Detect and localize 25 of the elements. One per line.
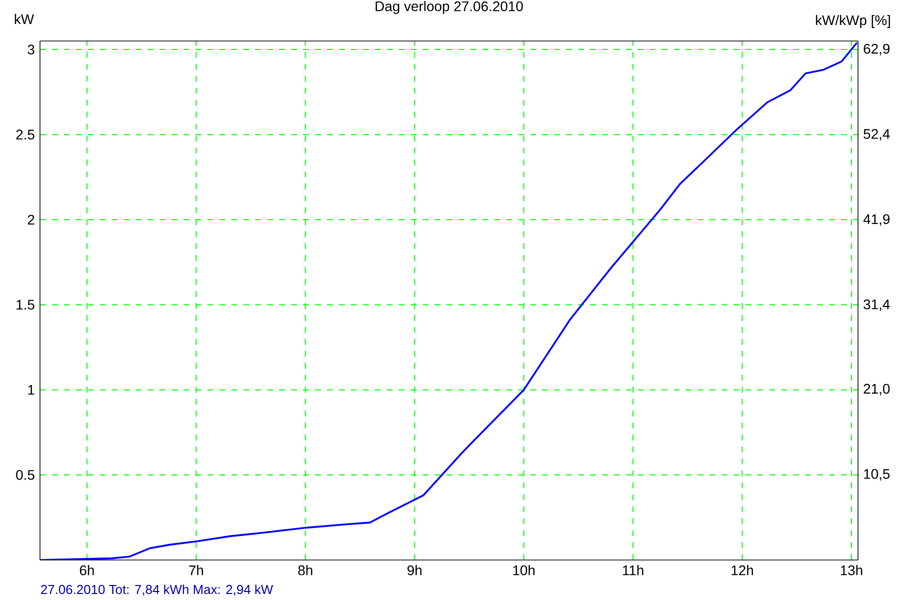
y2-tick-label: 21,0 xyxy=(864,384,890,396)
y2-tick-label: 62,9 xyxy=(864,44,890,56)
x-tick-label: 12h xyxy=(732,565,753,576)
y-tick-label: 2 xyxy=(28,214,34,225)
x-tick-label: 7h xyxy=(189,565,204,576)
x-tick-label: 11h xyxy=(622,565,644,576)
text: 27.06.2010 Tot: 7,84 kWh Max: 2,94 kW xyxy=(41,584,274,596)
y2-tick-label: 31,4 xyxy=(864,299,890,311)
x-tick-label: 13h xyxy=(840,565,862,576)
y-tick-label: 1.5 xyxy=(16,300,34,310)
line-series xyxy=(40,42,858,560)
y-tick-label: 1 xyxy=(28,385,34,395)
x-tick-label: 8h xyxy=(298,565,312,576)
x-tick-label: 10h xyxy=(513,565,535,576)
y-tick-label: 3 xyxy=(28,44,34,54)
chart-title: Dag verloop 27.06.2010 xyxy=(376,1,523,14)
y2-tick-label: 41,9 xyxy=(863,214,890,226)
y2-axis-title: kW/kWp [%] xyxy=(816,14,890,28)
y-tick-label: 0.5 xyxy=(16,470,34,480)
x-tick-label: 6h xyxy=(80,565,94,576)
y2-tick-label: 52,4 xyxy=(864,129,890,141)
y-tick-label: 2.5 xyxy=(16,130,34,140)
y-axis-title: kW xyxy=(14,14,34,24)
y2-tick-label: 10,5 xyxy=(864,469,890,481)
x-tick-label: 9h xyxy=(408,565,422,576)
